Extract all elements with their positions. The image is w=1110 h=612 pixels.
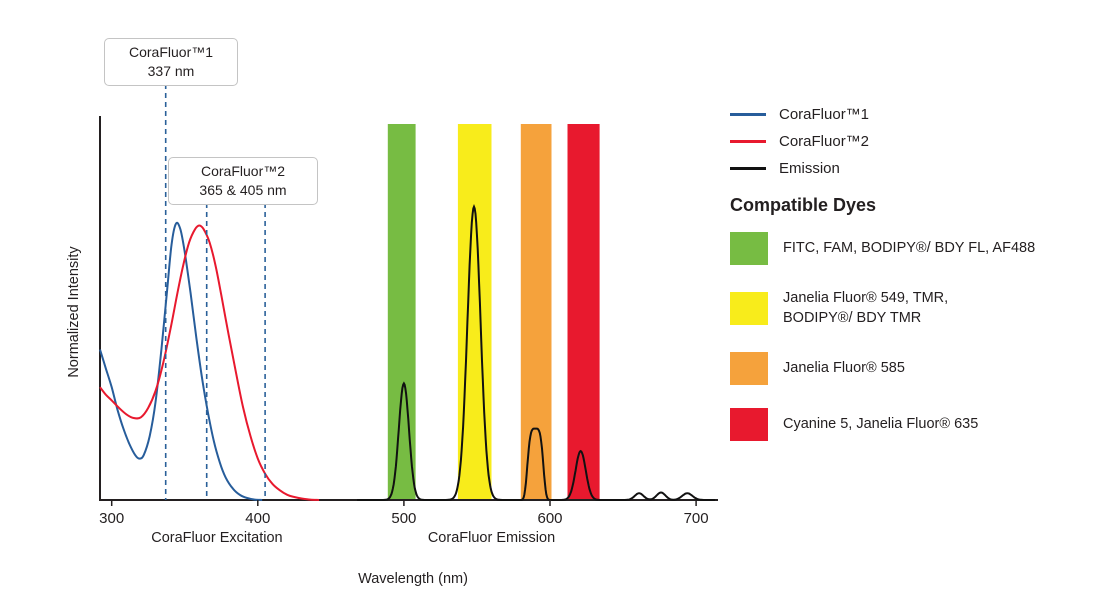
compatible-dyes-heading: Compatible Dyes (730, 195, 877, 215)
legend-line-swatch (730, 167, 766, 170)
legend-entry-corafluor1: CoraFluor™1 (730, 106, 1102, 123)
dye-label: Janelia Fluor® 549, TMR, BODIPY®/ BDY TM… (783, 290, 949, 327)
dye-row-yellow: Janelia Fluor® 549, TMR, BODIPY®/ BDY TM… (730, 288, 1102, 329)
dye-label: Cyanine 5, Janelia Fluor® 635 (783, 415, 979, 432)
dye-row-green: FITC, FAM, BODIPY®/ BDY FL, AF488 (730, 232, 1102, 265)
y-axis-label: Normalized Intensity (66, 246, 82, 378)
callout-subtitle: 337 nm (147, 62, 195, 79)
legend-entry-label: CoraFluor™2 (779, 133, 870, 150)
legend-line-swatch (730, 113, 766, 116)
callout-title: CoraFluor™2 (200, 163, 286, 179)
emission-region-label: CoraFluor Emission (428, 530, 555, 546)
dye-band-orange (520, 124, 552, 500)
x-tick-label-500: 500 (391, 510, 416, 527)
callout-subtitle: 365 & 405 nm (199, 181, 287, 198)
legend-line-swatch (730, 140, 766, 143)
callout-title: CoraFluor™1 (128, 44, 214, 60)
dye-label: Janelia Fluor® 585 (783, 359, 905, 376)
dye-band-green (387, 124, 416, 500)
dye-swatch-red (730, 407, 768, 441)
legend-entry-label: CoraFluor™1 (779, 106, 870, 123)
dye-swatch-orange (730, 351, 768, 385)
legend-entry-label: Emission (779, 160, 840, 177)
corafluor2-excitation-curve (99, 224, 320, 501)
dye-swatch-green (730, 232, 768, 265)
spectra-chart: 300 400 500 600 700 CoraFluor Excitation CoraF… (66, 84, 718, 587)
x-tick-label-400: 400 (245, 510, 270, 527)
corafluor1-excitation-curve (99, 221, 263, 501)
legend-entry-corafluor2: CoraFluor™2 (730, 133, 1102, 150)
x-tick-label-600: 600 (537, 510, 562, 527)
dye-band-red (567, 124, 600, 500)
dye-label: FITC, FAM, BODIPY®/ BDY FL, AF488 (783, 240, 1036, 257)
legend-entry-emission: Emission (730, 160, 1102, 177)
emission-curve (357, 203, 716, 501)
legend-panel: CoraFluor™1 CoraFluor™2 Emission Compati… (730, 106, 1102, 464)
excitation-region-label: CoraFluor Excitation (151, 530, 282, 546)
callout-corafluor2: CoraFluor™2 365 & 405 nm (168, 157, 318, 205)
dye-row-orange: Janelia Fluor® 585 (730, 351, 1102, 385)
callout-corafluor1: CoraFluor™1 337 nm (104, 38, 238, 86)
dye-swatch-yellow (730, 291, 768, 325)
x-tick-label-300: 300 (99, 510, 124, 527)
x-axis-label: Wavelength (nm) (358, 571, 468, 587)
dye-row-red: Cyanine 5, Janelia Fluor® 635 (730, 407, 1102, 441)
x-tick-label-700: 700 (684, 510, 709, 527)
